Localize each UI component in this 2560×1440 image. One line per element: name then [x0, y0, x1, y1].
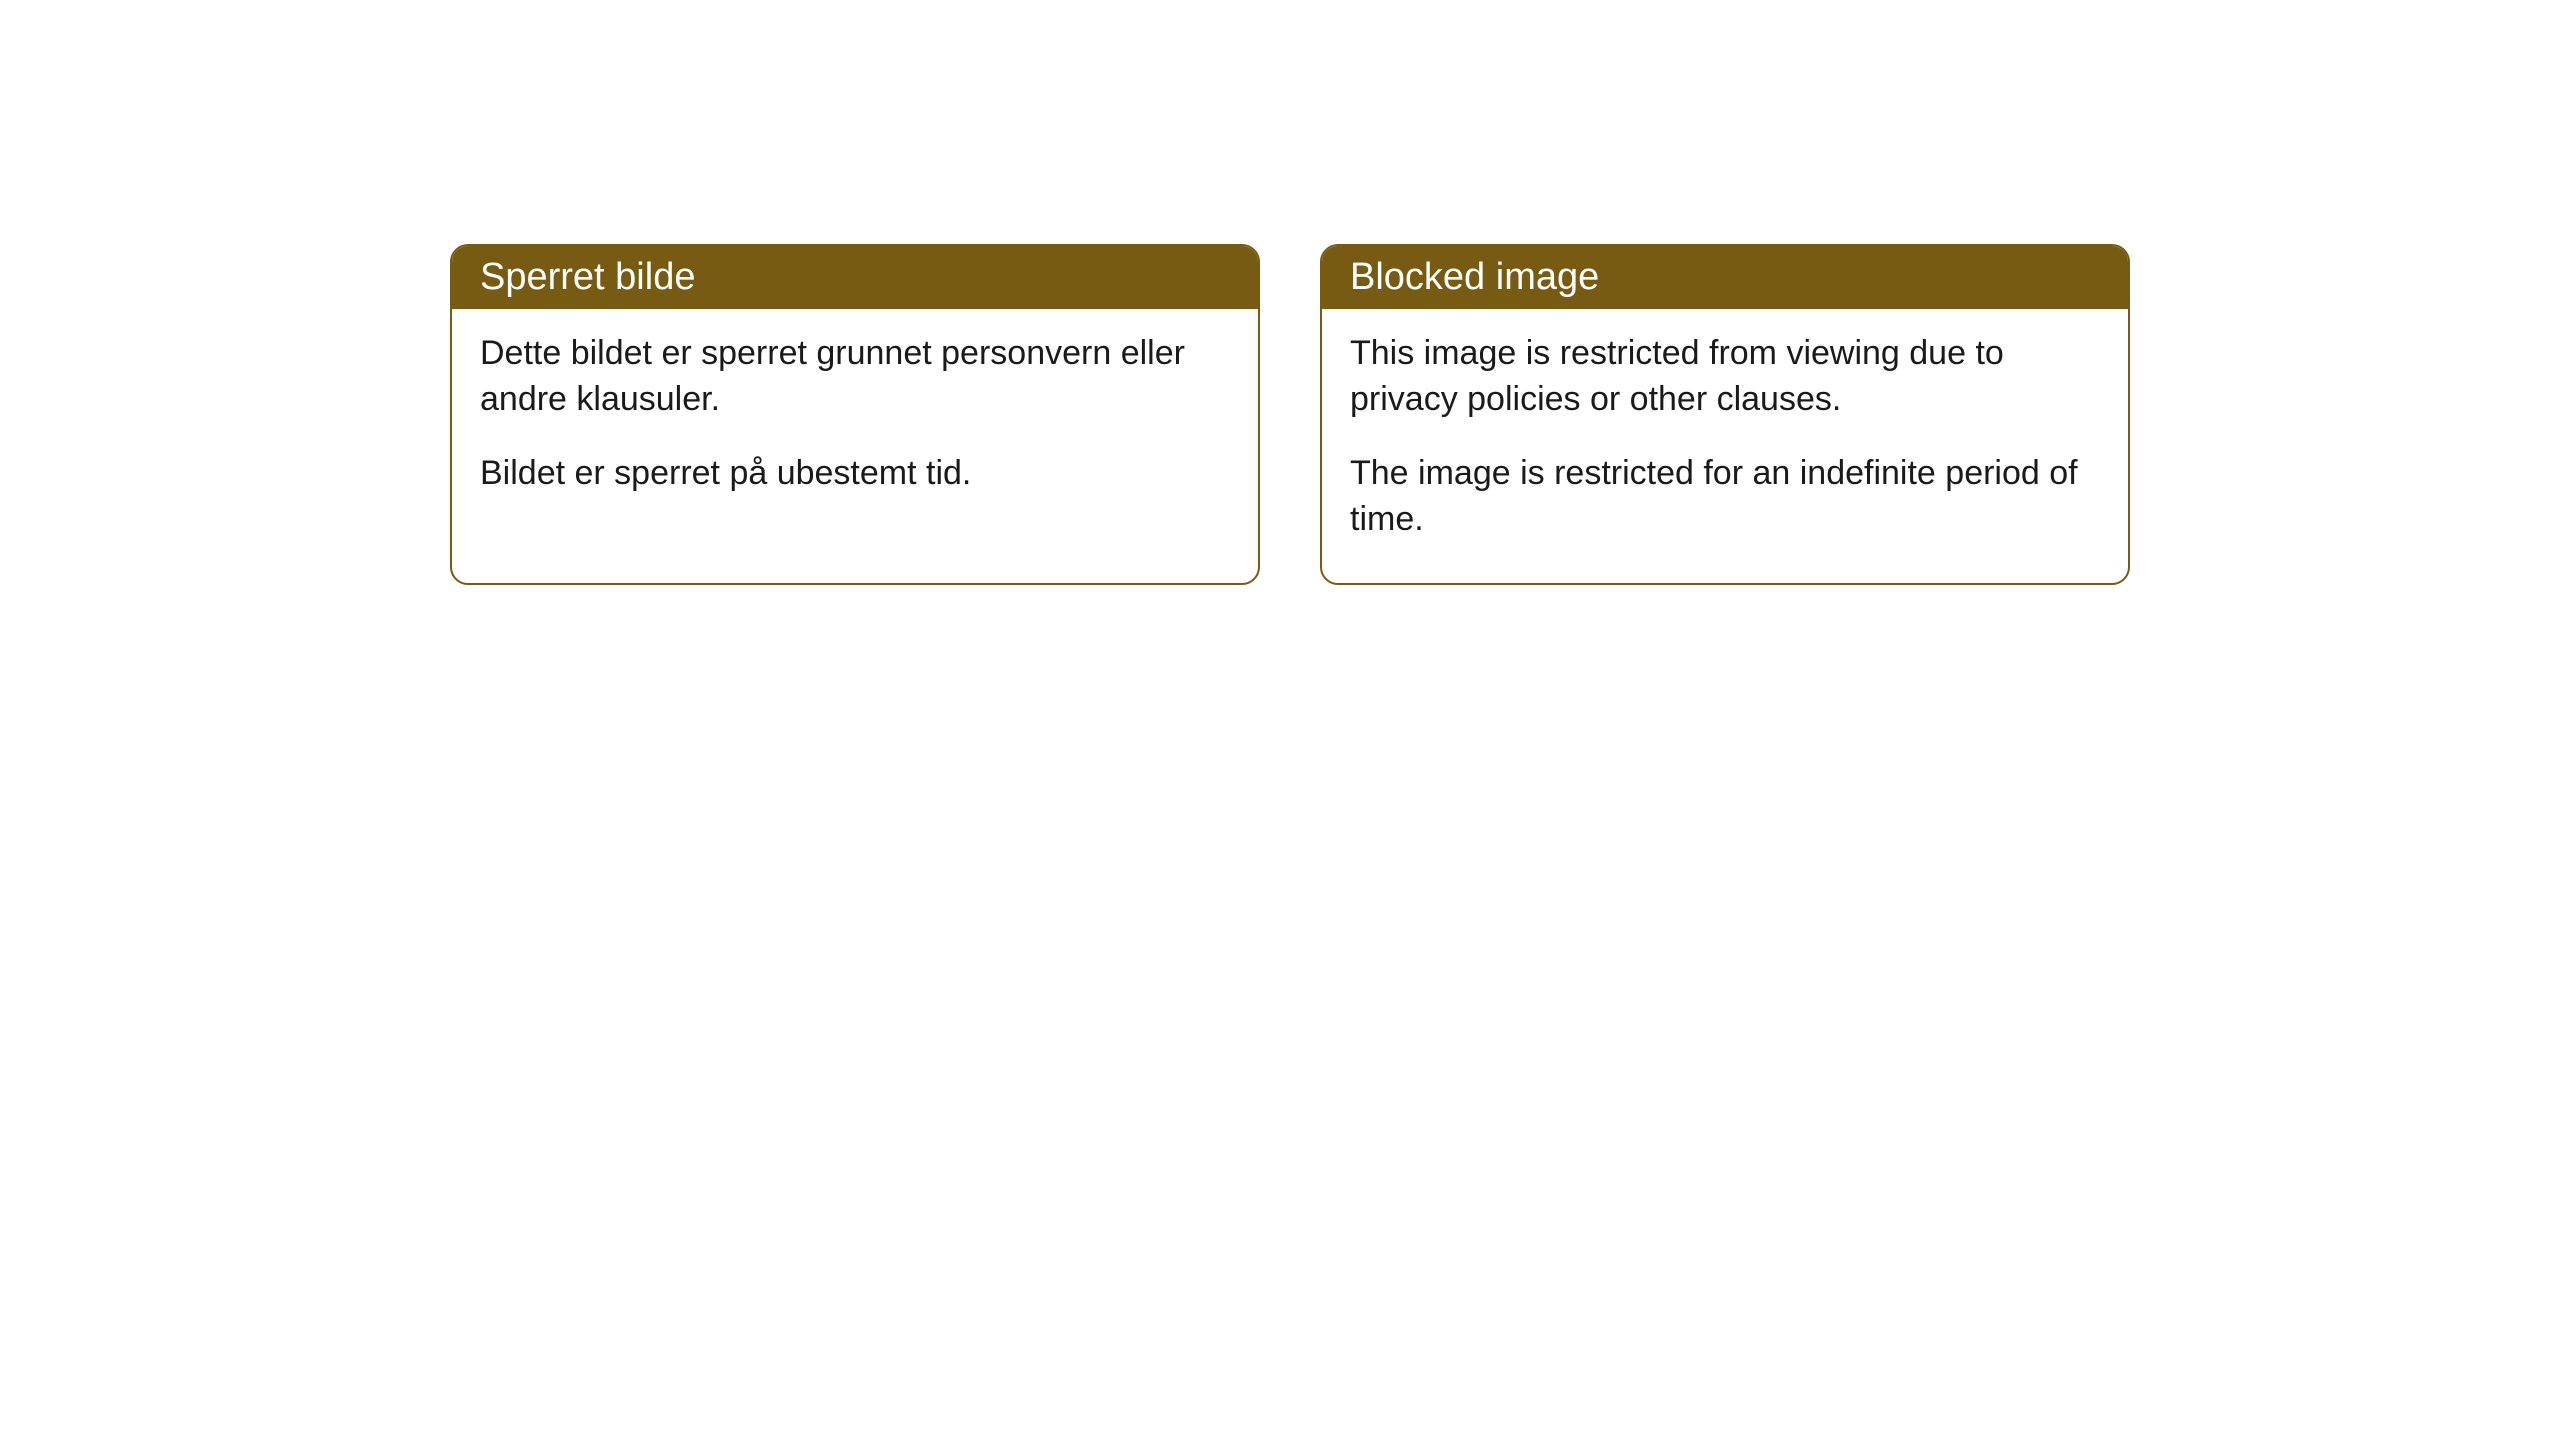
card-paragraph: This image is restricted from viewing du…: [1350, 331, 2100, 423]
card-header-english: Blocked image: [1322, 246, 2128, 309]
cards-container: Sperret bilde Dette bildet er sperret gr…: [450, 244, 2130, 585]
card-paragraph: The image is restricted for an indefinit…: [1350, 451, 2100, 543]
card-english: Blocked image This image is restricted f…: [1320, 244, 2130, 585]
card-body-english: This image is restricted from viewing du…: [1322, 309, 2128, 583]
card-body-norwegian: Dette bildet er sperret grunnet personve…: [452, 309, 1258, 537]
card-header-norwegian: Sperret bilde: [452, 246, 1258, 309]
card-norwegian: Sperret bilde Dette bildet er sperret gr…: [450, 244, 1260, 585]
card-title: Sperret bilde: [480, 256, 695, 298]
card-paragraph: Bildet er sperret på ubestemt tid.: [480, 451, 1230, 497]
card-title: Blocked image: [1350, 256, 1599, 298]
card-paragraph: Dette bildet er sperret grunnet personve…: [480, 331, 1230, 423]
